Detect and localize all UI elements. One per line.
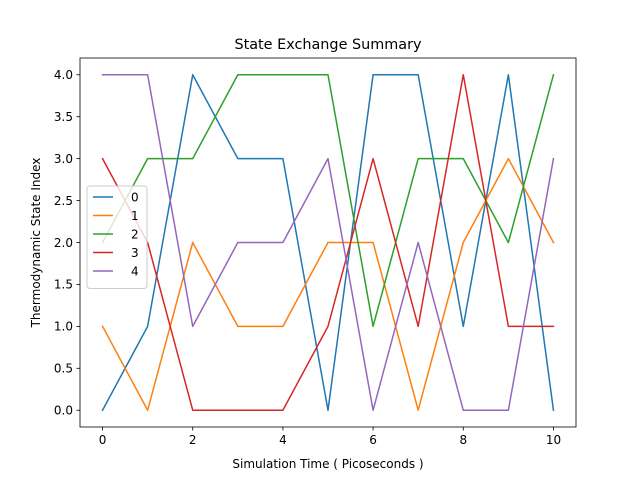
x-axis-label: Simulation Time ( Picoseconds ) [232,457,423,471]
y-tick-label: 0.0 [54,404,73,418]
legend-label-2: 2 [131,227,139,241]
x-tick-label: 0 [99,433,107,447]
x-tick-label: 8 [459,433,467,447]
y-tick-label: 3.5 [54,110,73,124]
legend-label-1: 1 [131,209,139,223]
y-tick-label: 2.0 [54,236,73,250]
x-tick-label: 4 [279,433,287,447]
series-line-1 [101,157,555,411]
x-tick-label: 6 [369,433,377,447]
y-axis: 0.0 0.5 1.0 1.5 2.0 2.5 3.0 3.5 4.0 [54,68,80,418]
legend-box [86,185,148,289]
x-tick-label: 10 [546,433,561,447]
x-tick-label: 2 [189,433,197,447]
series-line-2 [101,73,555,328]
legend-label-0: 0 [131,190,139,204]
series-line-3 [101,74,555,411]
series-line-4 [101,74,555,411]
x-axis: 0 2 4 6 8 10 [99,427,561,447]
y-tick-label: 2.5 [54,194,73,208]
plot-lines [101,73,555,412]
y-tick-label: 4.0 [54,68,73,82]
y-axis-label: Thermodynamic State Index [29,158,43,329]
y-tick-label: 1.5 [54,278,73,292]
chart-title: State Exchange Summary [234,37,422,53]
y-tick-label: 1.0 [54,320,73,334]
legend-label-4: 4 [131,264,139,278]
legend-label-3: 3 [131,246,139,260]
y-tick-label: 3.0 [54,152,73,166]
legend: 0 1 2 3 4 [86,185,148,289]
y-tick-label: 0.5 [54,362,73,376]
